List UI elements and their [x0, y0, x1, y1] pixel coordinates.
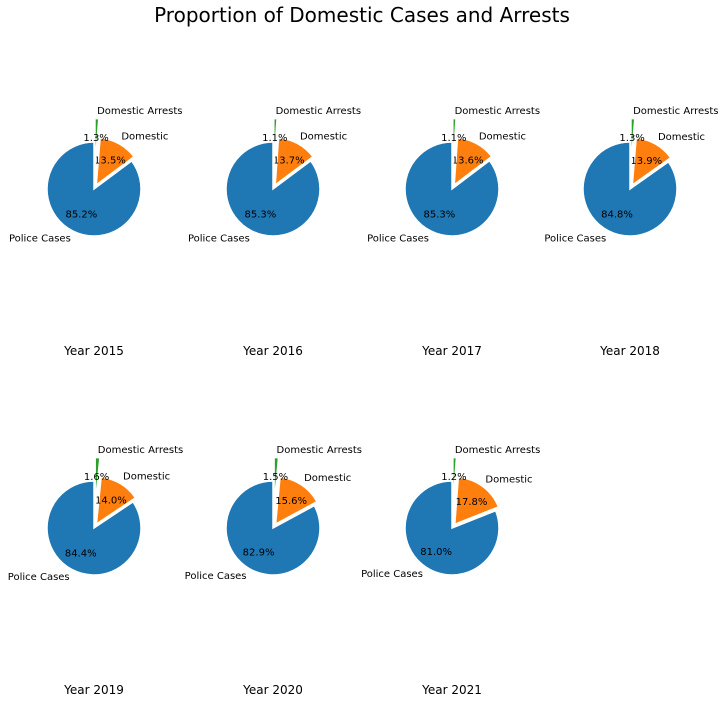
slice-label: Domestic	[479, 131, 526, 142]
slice-label: Domestic Arrests	[455, 445, 540, 456]
slice-percent-label: 1.1%	[262, 133, 287, 144]
slice-percent-label: 15.6%	[275, 496, 307, 507]
slice-percent-label: 1.1%	[441, 133, 466, 144]
slice-percent-label: 13.5%	[94, 156, 126, 167]
slice-percent-label: 82.9%	[243, 548, 275, 559]
pie-slice	[95, 476, 137, 526]
slice-label: Domestic Arrests	[276, 106, 361, 117]
slice-label: Domestic	[121, 132, 168, 143]
pie-slice	[404, 141, 500, 237]
pie-slice	[452, 456, 458, 505]
slice-label: Domestic	[304, 473, 351, 484]
pie-chart: Police Cases 84.8% Domestic 13.9% Domestic A…	[544, 106, 718, 358]
pie-title: Year 2015	[63, 344, 124, 358]
pie-chart: Police Cases 85.2% Domestic 13.5% Domestic A…	[9, 106, 183, 358]
slice-percent-label: 1.6%	[84, 472, 109, 483]
slice-percent-label: 1.2%	[441, 472, 466, 483]
slice-label: Police Cases	[188, 234, 250, 245]
slice-label: Police Cases	[367, 234, 429, 245]
pie-slice	[452, 117, 457, 166]
pie-title: Year 2020	[242, 683, 303, 697]
pie-title: Year 2016	[242, 344, 303, 358]
slice-percent-label: 17.8%	[456, 497, 488, 508]
pie-chart: Police Cases 82.9% Domestic 15.6% Domestic A…	[185, 445, 362, 697]
pie-chart: Police Cases 85.3% Domestic 13.6% Domestic A…	[367, 106, 540, 358]
pie-slice	[225, 141, 321, 237]
pie-slice	[453, 137, 493, 187]
pie-title: Year 2017	[421, 344, 482, 358]
pie-slice	[273, 456, 280, 505]
slice-label: Domestic	[123, 472, 170, 483]
slice-label: Police Cases	[361, 569, 423, 580]
slice-label: Domestic Arrests	[98, 445, 183, 456]
pie-slice	[404, 480, 500, 576]
slice-percent-label: 13.7%	[273, 156, 305, 167]
slice-percent-label: 1.3%	[619, 133, 644, 144]
slice-percent-label: 81.0%	[420, 547, 452, 558]
slice-percent-label: 14.0%	[95, 495, 127, 506]
slice-percent-label: 85.3%	[424, 210, 456, 221]
pie-slice	[225, 480, 321, 576]
pie-slice	[46, 141, 142, 237]
pie-slice	[453, 476, 500, 526]
pie-slice	[94, 456, 101, 505]
slice-percent-label: 13.9%	[630, 156, 662, 167]
slice-label: Domestic Arrests	[633, 106, 718, 117]
slice-label: Police Cases	[8, 572, 70, 583]
pie-slice	[95, 137, 136, 187]
pie-slice	[273, 117, 278, 166]
slice-label: Domestic Arrests	[97, 106, 182, 117]
pie-slice	[582, 141, 678, 237]
slice-label: Domestic Arrests	[277, 445, 362, 456]
slice-percent-label: 84.4%	[65, 548, 97, 559]
pie-slice	[46, 480, 142, 576]
figure-title: Proportion of Domestic Cases and Arrests	[154, 3, 570, 27]
pie-chart: Police Cases 85.3% Domestic 13.7% Domestic A…	[188, 106, 361, 358]
slice-percent-label: 85.2%	[65, 210, 97, 221]
slice-label: Domestic	[485, 475, 532, 486]
slice-label: Domestic	[658, 132, 705, 143]
pie-slice	[274, 476, 318, 526]
pie-slice	[274, 137, 314, 187]
slice-label: Police Cases	[9, 234, 71, 245]
pie-title: Year 2021	[421, 683, 482, 697]
slice-percent-label: 13.6%	[452, 156, 484, 167]
pie-slice	[630, 117, 636, 166]
slice-label: Domestic	[300, 131, 347, 142]
pie-chart: Police Cases 81.0% Domestic 17.8% Domestic A…	[361, 445, 540, 697]
slice-percent-label: 1.3%	[83, 133, 108, 144]
slice-label: Police Cases	[185, 571, 247, 582]
pie-chart: Police Cases 84.4% Domestic 14.0% Domestic A…	[8, 445, 183, 697]
slice-label: Police Cases	[544, 233, 606, 244]
slice-percent-label: 84.8%	[601, 210, 633, 221]
slice-percent-label: 85.3%	[244, 210, 276, 221]
slice-percent-label: 1.5%	[263, 472, 288, 483]
pie-title: Year 2019	[63, 683, 124, 697]
pie-title: Year 2018	[599, 344, 660, 358]
pie-slice	[94, 117, 100, 166]
slice-label: Domestic Arrests	[455, 106, 540, 117]
pie-slice	[631, 137, 672, 187]
